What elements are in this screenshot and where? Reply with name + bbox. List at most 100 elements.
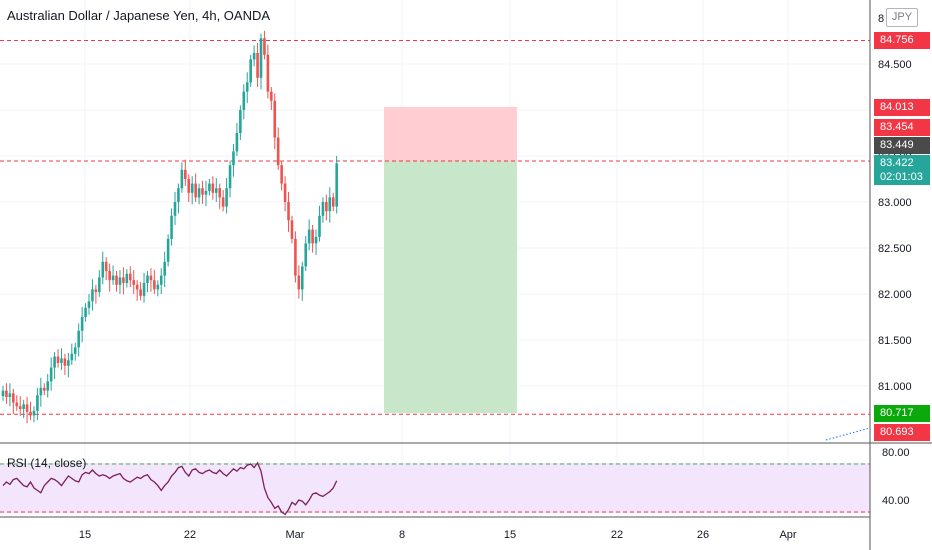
time-axis: 15 22 Mar 8 15 22 26 Apr (79, 529, 797, 541)
candle-body (263, 38, 266, 55)
candle-body (1, 390, 5, 397)
projection-line (825, 427, 871, 441)
candle-body (256, 52, 259, 78)
candle-body (84, 307, 87, 317)
candle-body (63, 358, 67, 366)
last-price-value: 83.422 (880, 157, 914, 169)
candle-body (56, 356, 60, 363)
candle-body (290, 220, 294, 239)
candle-body (149, 275, 153, 281)
candle-body (5, 390, 8, 398)
candle-body (94, 289, 98, 293)
candle-body (101, 261, 105, 278)
candle-body (208, 183, 211, 191)
candle-body (239, 110, 242, 133)
candle-body (218, 188, 222, 198)
chart-title: Australian Dollar / Japanese Yen, 4h, OA… (7, 8, 271, 23)
candle-body (159, 275, 163, 285)
candle-body (104, 261, 108, 271)
candle-body (29, 411, 32, 416)
candle-body (297, 275, 301, 290)
candle-body (173, 202, 177, 216)
candle-body (36, 395, 39, 411)
candle-body (304, 243, 308, 267)
price-tag-low-level: 80.693 (874, 424, 930, 441)
candle-body (163, 261, 166, 276)
rsi-axis: 80.00 40.00 (882, 447, 910, 507)
candle-body (245, 82, 249, 92)
candle-body (70, 353, 74, 361)
candle-body (53, 356, 56, 368)
candle-body (128, 273, 132, 281)
price-tick-label: 83.000 (878, 197, 912, 209)
candle-body (73, 347, 77, 354)
rsi-indicator-label[interactable]: RSI (14, close) (7, 456, 87, 470)
candle-body (331, 197, 335, 207)
price-tag-last: 83.422 02:01:03 (874, 155, 930, 185)
candle-body (197, 188, 201, 198)
price-tag-high-level: 84.756 (874, 32, 930, 49)
candle-body (249, 59, 252, 83)
candle-body (22, 404, 25, 409)
candle-body (335, 163, 338, 207)
candle-body (232, 151, 235, 166)
currency-badge[interactable]: JPY (886, 8, 918, 27)
candle-body (283, 183, 287, 202)
candle-body (276, 137, 280, 166)
rsi-band (0, 463, 870, 513)
candle-body (325, 202, 328, 212)
price-tick-label: 81.000 (878, 381, 912, 393)
candle-body (39, 387, 43, 396)
candle-body (311, 229, 314, 244)
candle-body (252, 52, 256, 60)
candle-body (273, 100, 277, 138)
time-tick-label: 26 (697, 529, 709, 541)
candle-body (225, 188, 228, 207)
candle-body (153, 280, 156, 290)
candle-body (18, 406, 22, 409)
candle-body (8, 393, 12, 398)
candle-body (300, 266, 304, 290)
candlestick-series (1, 30, 338, 424)
candle-body (49, 367, 53, 382)
take-profit-zone (384, 161, 517, 413)
time-tick-label: 22 (611, 529, 623, 541)
candle-body (146, 275, 149, 283)
price-tick-label: 84.500 (878, 59, 912, 71)
candle-body (180, 169, 184, 189)
candle-body (328, 197, 332, 212)
rsi-tick-label: 40.00 (882, 495, 910, 507)
candle-body (60, 358, 63, 363)
candle-body (15, 402, 19, 407)
candle-body (166, 238, 170, 262)
candle-body (187, 179, 191, 193)
bar-countdown: 02:01:03 (880, 171, 923, 183)
candle-body (132, 280, 136, 285)
candle-body (190, 183, 194, 193)
candle-body (87, 301, 91, 308)
candle-body (214, 188, 218, 193)
candle-body (221, 197, 225, 207)
candle-body (294, 238, 297, 276)
candle-body (98, 277, 101, 293)
candle-body (142, 282, 146, 296)
candle-body (204, 190, 208, 195)
price-tick-label: 82.500 (878, 243, 912, 255)
candle-body (108, 271, 111, 281)
candle-body (287, 202, 290, 221)
price-tick-label: 81.500 (878, 335, 912, 347)
candle-body (91, 289, 94, 302)
time-tick-label: 22 (184, 529, 196, 541)
candle-body (266, 54, 270, 92)
time-tick-label: Mar (286, 529, 305, 541)
candle-body (115, 275, 118, 285)
candle-body (270, 91, 273, 101)
candle-body (46, 381, 50, 391)
candle-body (307, 229, 311, 244)
price-tag-stop: 84.013 (874, 99, 930, 116)
candle-body (80, 317, 84, 331)
candle-body (280, 165, 283, 184)
candle-body (12, 393, 15, 403)
price-tag-entry-line: 83.449 (874, 137, 930, 154)
